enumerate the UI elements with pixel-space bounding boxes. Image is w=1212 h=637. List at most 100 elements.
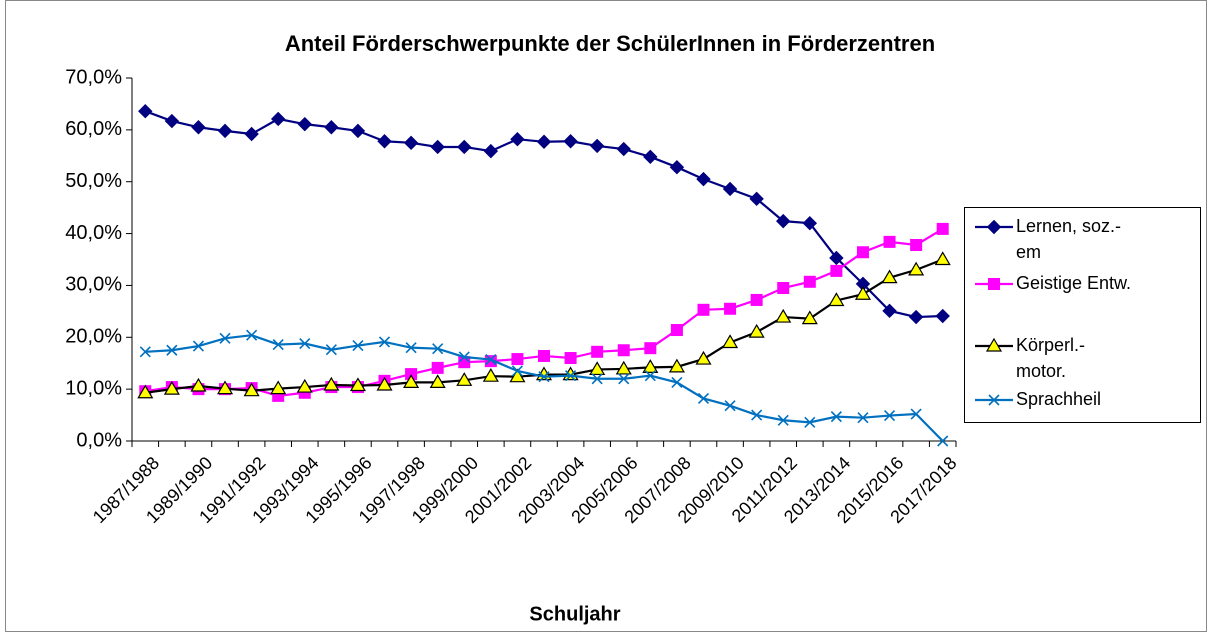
y-tick-label: 40,0% [65, 222, 122, 244]
marker-diamond [882, 303, 897, 319]
marker-triangle [775, 308, 792, 323]
marker-triangle [349, 377, 366, 392]
marker-triangle [270, 380, 287, 395]
marker-x [511, 365, 523, 377]
marker-triangle [985, 337, 1003, 352]
marker-square [591, 345, 604, 358]
marker-triangle [137, 384, 154, 399]
marker-triangle [190, 377, 207, 392]
marker-x [565, 370, 577, 382]
marker-x [192, 340, 205, 352]
marker-x [830, 411, 842, 423]
marker-square [856, 246, 869, 259]
marker-diamond [776, 213, 791, 229]
marker-square [511, 353, 524, 366]
marker-x [485, 354, 497, 366]
marker-triangle [854, 286, 872, 300]
marker-diamond [908, 309, 924, 325]
marker-diamond [510, 131, 525, 147]
y-tick-label: 50,0% [65, 170, 122, 192]
marker-diamond [829, 250, 844, 266]
marker-x [378, 336, 391, 348]
y-tick-label: 10,0% [65, 377, 122, 399]
marker-triangle [722, 334, 739, 349]
marker-triangle [323, 376, 340, 391]
marker-square [564, 352, 577, 365]
marker-diamond [536, 134, 552, 149]
marker-diamond [696, 171, 711, 187]
marker-diamond [244, 126, 259, 142]
marker-diamond [669, 159, 685, 175]
marker-diamond [377, 134, 392, 149]
marker-diamond [164, 113, 180, 129]
marker-x [352, 340, 364, 352]
marker-diamond [589, 138, 605, 154]
y-tick-label: 0,0% [76, 429, 122, 451]
marker-diamond [749, 191, 764, 207]
marker-square [988, 278, 1000, 290]
marker-triangle [243, 382, 260, 397]
marker-x [937, 435, 949, 447]
marker-diamond [722, 181, 738, 197]
chart-title: Anteil Förderschwerpunkte der SchülerInn… [285, 31, 935, 56]
marker-diamond [324, 120, 339, 135]
marker-diamond [217, 123, 233, 139]
marker-square [697, 303, 710, 316]
marker-square [617, 344, 630, 357]
marker-square [538, 349, 550, 362]
marker-diamond [616, 141, 631, 157]
marker-triangle [881, 269, 898, 284]
marker-square [644, 342, 657, 355]
marker-x [857, 412, 869, 424]
marker-triangle [934, 251, 951, 266]
marker-x [538, 371, 550, 383]
marker-diamond [138, 103, 153, 119]
marker-diamond [403, 135, 419, 151]
marker-diamond [297, 116, 312, 132]
marker-x [777, 414, 789, 426]
legend-label: Geistige Entw. [1016, 273, 1131, 293]
marker-x [405, 342, 417, 354]
marker-x [458, 351, 470, 363]
marker-triangle [296, 378, 313, 393]
marker-square [750, 293, 763, 306]
marker-square [803, 275, 816, 288]
marker-x [697, 392, 710, 405]
marker-square [830, 264, 843, 277]
marker-x [751, 409, 763, 421]
marker-triangle [376, 376, 393, 391]
marker-diamond [802, 215, 818, 231]
marker-triangle [163, 380, 180, 395]
marker-square [724, 302, 737, 315]
marker-triangle [216, 380, 234, 395]
marker-triangle [801, 310, 818, 325]
marker-diamond [350, 123, 366, 139]
marker-x [246, 329, 258, 341]
legend-label: Lernen, soz.-em [1016, 216, 1121, 262]
marker-triangle [509, 368, 526, 383]
marker-x [883, 410, 896, 422]
marker-diamond [935, 308, 950, 324]
marker-x [724, 400, 736, 412]
marker-diamond [191, 120, 206, 135]
marker-triangle [748, 323, 765, 338]
marker-diamond [457, 139, 472, 155]
marker-x [219, 332, 231, 344]
marker-triangle [615, 360, 632, 375]
marker-x [804, 416, 816, 428]
marker-triangle [589, 361, 606, 376]
marker-triangle [908, 261, 925, 276]
marker-x [325, 344, 337, 356]
marker-x [988, 394, 1000, 406]
marker-diamond [270, 111, 286, 127]
marker-square [431, 361, 444, 374]
marker-diamond [563, 134, 578, 149]
legend-label: Sprachheil [1016, 389, 1101, 409]
marker-x [910, 408, 922, 420]
marker-x [139, 346, 151, 358]
marker-x [671, 376, 683, 388]
marker-diamond [430, 139, 445, 155]
marker-triangle [429, 374, 446, 389]
legend-box [964, 207, 1201, 423]
